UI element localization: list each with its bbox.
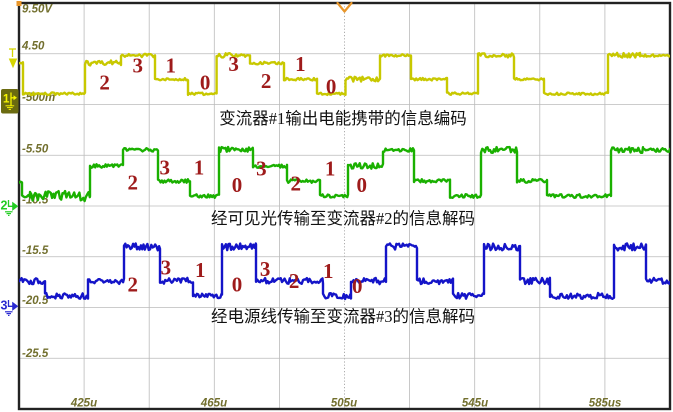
svg-text:1: 1	[323, 259, 334, 283]
svg-text:3: 3	[132, 53, 143, 77]
svg-text:505u: 505u	[331, 398, 357, 410]
svg-text:-15.5: -15.5	[22, 245, 49, 257]
svg-text:0: 0	[326, 74, 337, 98]
svg-text:2: 2	[128, 273, 139, 297]
svg-text:3: 3	[1, 299, 8, 313]
svg-text:-20.5: -20.5	[22, 295, 49, 307]
svg-text:2: 2	[290, 171, 301, 195]
svg-text:2: 2	[128, 170, 139, 194]
svg-text:-25.5: -25.5	[22, 348, 49, 360]
svg-text:1: 1	[166, 53, 177, 77]
svg-text:0: 0	[356, 173, 367, 197]
svg-text:4.50: 4.50	[21, 41, 45, 53]
svg-text:经可见光传输至变流器#2的信息解码: 经可见光传输至变流器#2的信息解码	[211, 209, 475, 228]
svg-text:465u: 465u	[200, 398, 227, 410]
svg-text:3: 3	[161, 256, 172, 280]
svg-text:0: 0	[200, 70, 211, 94]
svg-text:2: 2	[261, 69, 272, 93]
svg-text:585us: 585us	[589, 398, 622, 410]
svg-text:0: 0	[352, 274, 363, 298]
svg-text:3: 3	[256, 156, 267, 180]
svg-text:变流器#1输出电能携带的信息编码: 变流器#1输出电能携带的信息编码	[219, 109, 467, 128]
svg-text:1: 1	[195, 258, 206, 282]
svg-text:0: 0	[232, 273, 243, 297]
svg-text:425u: 425u	[70, 398, 97, 410]
svg-text:3: 3	[228, 52, 239, 76]
svg-text:2: 2	[289, 269, 300, 293]
svg-text:9.50V: 9.50V	[22, 4, 53, 16]
svg-text:0: 0	[232, 173, 243, 197]
svg-text:2: 2	[99, 70, 110, 94]
svg-text:3: 3	[260, 257, 271, 281]
svg-text:3: 3	[159, 156, 170, 180]
svg-text:1: 1	[3, 94, 10, 106]
svg-text:1: 1	[194, 156, 205, 180]
svg-text:1: 1	[325, 156, 336, 180]
svg-text:2: 2	[1, 199, 8, 213]
svg-text:经电源线传输至变流器#3的信息解码: 经电源线传输至变流器#3的信息解码	[211, 307, 475, 326]
svg-text:-5.50: -5.50	[22, 144, 49, 156]
svg-text:545u: 545u	[462, 398, 488, 410]
svg-text:1: 1	[295, 52, 306, 76]
